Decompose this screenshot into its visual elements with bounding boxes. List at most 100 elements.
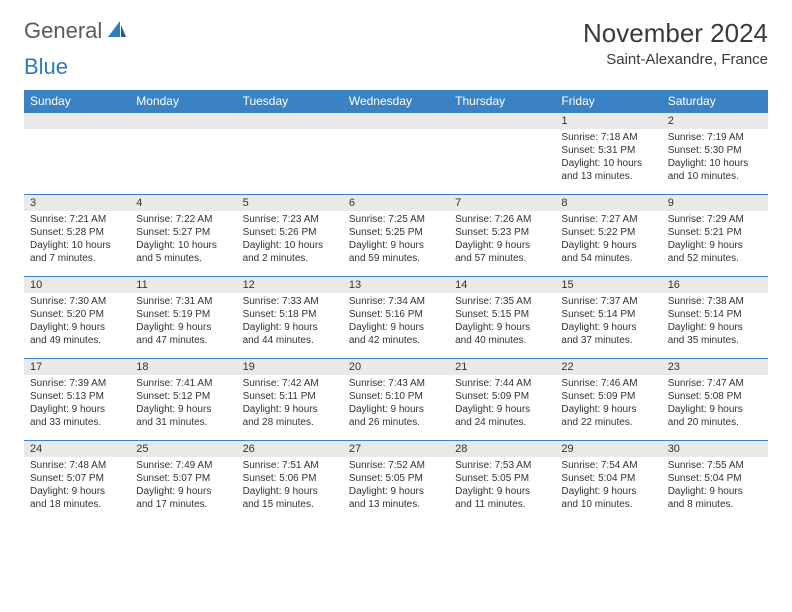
day-details: Sunrise: 7:22 AMSunset: 5:27 PMDaylight:…: [130, 211, 236, 269]
day-details: Sunrise: 7:49 AMSunset: 5:07 PMDaylight:…: [130, 457, 236, 515]
weekday-header: Sunday: [24, 90, 130, 113]
calendar-day-cell: 27Sunrise: 7:52 AMSunset: 5:05 PMDayligh…: [343, 441, 449, 523]
day-number: 1: [555, 113, 661, 129]
day-number: 6: [343, 195, 449, 211]
calendar-day-cell: [130, 113, 236, 195]
weekday-header-row: Sunday Monday Tuesday Wednesday Thursday…: [24, 90, 768, 113]
calendar-day-cell: 4Sunrise: 7:22 AMSunset: 5:27 PMDaylight…: [130, 195, 236, 277]
calendar-day-cell: 17Sunrise: 7:39 AMSunset: 5:13 PMDayligh…: [24, 359, 130, 441]
day-details: Sunrise: 7:37 AMSunset: 5:14 PMDaylight:…: [555, 293, 661, 351]
day-details: Sunrise: 7:42 AMSunset: 5:11 PMDaylight:…: [237, 375, 343, 433]
day-number: 14: [449, 277, 555, 293]
day-number: 28: [449, 441, 555, 457]
logo-text-general: General: [24, 18, 102, 44]
day-details: Sunrise: 7:44 AMSunset: 5:09 PMDaylight:…: [449, 375, 555, 433]
day-number: 15: [555, 277, 661, 293]
calendar-day-cell: 23Sunrise: 7:47 AMSunset: 5:08 PMDayligh…: [662, 359, 768, 441]
day-details: Sunrise: 7:23 AMSunset: 5:26 PMDaylight:…: [237, 211, 343, 269]
day-details: Sunrise: 7:43 AMSunset: 5:10 PMDaylight:…: [343, 375, 449, 433]
calendar-day-cell: 24Sunrise: 7:48 AMSunset: 5:07 PMDayligh…: [24, 441, 130, 523]
calendar-day-cell: 13Sunrise: 7:34 AMSunset: 5:16 PMDayligh…: [343, 277, 449, 359]
day-details: Sunrise: 7:52 AMSunset: 5:05 PMDaylight:…: [343, 457, 449, 515]
calendar-week-row: 1Sunrise: 7:18 AMSunset: 5:31 PMDaylight…: [24, 113, 768, 195]
day-details: Sunrise: 7:33 AMSunset: 5:18 PMDaylight:…: [237, 293, 343, 351]
calendar-day-cell: [237, 113, 343, 195]
location-text: Saint-Alexandre, France: [583, 51, 768, 68]
day-details: Sunrise: 7:41 AMSunset: 5:12 PMDaylight:…: [130, 375, 236, 433]
calendar-day-cell: 8Sunrise: 7:27 AMSunset: 5:22 PMDaylight…: [555, 195, 661, 277]
day-details: Sunrise: 7:30 AMSunset: 5:20 PMDaylight:…: [24, 293, 130, 351]
calendar-day-cell: 18Sunrise: 7:41 AMSunset: 5:12 PMDayligh…: [130, 359, 236, 441]
calendar-day-cell: 11Sunrise: 7:31 AMSunset: 5:19 PMDayligh…: [130, 277, 236, 359]
weekday-header: Tuesday: [237, 90, 343, 113]
day-details: Sunrise: 7:21 AMSunset: 5:28 PMDaylight:…: [24, 211, 130, 269]
calendar-day-cell: 7Sunrise: 7:26 AMSunset: 5:23 PMDaylight…: [449, 195, 555, 277]
title-block: November 2024 Saint-Alexandre, France: [583, 18, 768, 68]
calendar-day-cell: 10Sunrise: 7:30 AMSunset: 5:20 PMDayligh…: [24, 277, 130, 359]
calendar-day-cell: 30Sunrise: 7:55 AMSunset: 5:04 PMDayligh…: [662, 441, 768, 523]
day-details: Sunrise: 7:35 AMSunset: 5:15 PMDaylight:…: [449, 293, 555, 351]
day-number: 25: [130, 441, 236, 457]
day-number: 27: [343, 441, 449, 457]
day-number: 12: [237, 277, 343, 293]
calendar-day-cell: 5Sunrise: 7:23 AMSunset: 5:26 PMDaylight…: [237, 195, 343, 277]
calendar-body: 1Sunrise: 7:18 AMSunset: 5:31 PMDaylight…: [24, 113, 768, 523]
day-details: Sunrise: 7:55 AMSunset: 5:04 PMDaylight:…: [662, 457, 768, 515]
calendar-week-row: 10Sunrise: 7:30 AMSunset: 5:20 PMDayligh…: [24, 277, 768, 359]
calendar-table: Sunday Monday Tuesday Wednesday Thursday…: [24, 90, 768, 523]
calendar-day-cell: 9Sunrise: 7:29 AMSunset: 5:21 PMDaylight…: [662, 195, 768, 277]
day-number: 24: [24, 441, 130, 457]
day-number: 29: [555, 441, 661, 457]
day-details: Sunrise: 7:18 AMSunset: 5:31 PMDaylight:…: [555, 129, 661, 187]
day-number: 21: [449, 359, 555, 375]
calendar-day-cell: 16Sunrise: 7:38 AMSunset: 5:14 PMDayligh…: [662, 277, 768, 359]
day-details: Sunrise: 7:54 AMSunset: 5:04 PMDaylight:…: [555, 457, 661, 515]
calendar-day-cell: 28Sunrise: 7:53 AMSunset: 5:05 PMDayligh…: [449, 441, 555, 523]
calendar-day-cell: 14Sunrise: 7:35 AMSunset: 5:15 PMDayligh…: [449, 277, 555, 359]
day-number: 13: [343, 277, 449, 293]
weekday-header: Friday: [555, 90, 661, 113]
day-number: 19: [237, 359, 343, 375]
day-number: 22: [555, 359, 661, 375]
day-number: 5: [237, 195, 343, 211]
day-number: 18: [130, 359, 236, 375]
month-title: November 2024: [583, 18, 768, 49]
calendar-week-row: 24Sunrise: 7:48 AMSunset: 5:07 PMDayligh…: [24, 441, 768, 523]
day-details: Sunrise: 7:38 AMSunset: 5:14 PMDaylight:…: [662, 293, 768, 351]
calendar-day-cell: 19Sunrise: 7:42 AMSunset: 5:11 PMDayligh…: [237, 359, 343, 441]
calendar-week-row: 3Sunrise: 7:21 AMSunset: 5:28 PMDaylight…: [24, 195, 768, 277]
weekday-header: Saturday: [662, 90, 768, 113]
calendar-day-cell: 2Sunrise: 7:19 AMSunset: 5:30 PMDaylight…: [662, 113, 768, 195]
day-details: Sunrise: 7:51 AMSunset: 5:06 PMDaylight:…: [237, 457, 343, 515]
day-number: 8: [555, 195, 661, 211]
weekday-header: Wednesday: [343, 90, 449, 113]
day-details: Sunrise: 7:31 AMSunset: 5:19 PMDaylight:…: [130, 293, 236, 351]
day-details: Sunrise: 7:39 AMSunset: 5:13 PMDaylight:…: [24, 375, 130, 433]
calendar-day-cell: 3Sunrise: 7:21 AMSunset: 5:28 PMDaylight…: [24, 195, 130, 277]
calendar-day-cell: 29Sunrise: 7:54 AMSunset: 5:04 PMDayligh…: [555, 441, 661, 523]
calendar-day-cell: 26Sunrise: 7:51 AMSunset: 5:06 PMDayligh…: [237, 441, 343, 523]
day-details: Sunrise: 7:29 AMSunset: 5:21 PMDaylight:…: [662, 211, 768, 269]
day-number: 3: [24, 195, 130, 211]
day-number: 20: [343, 359, 449, 375]
day-number: 7: [449, 195, 555, 211]
day-number: 17: [24, 359, 130, 375]
calendar-day-cell: [24, 113, 130, 195]
day-number: 10: [24, 277, 130, 293]
calendar-day-cell: 1Sunrise: 7:18 AMSunset: 5:31 PMDaylight…: [555, 113, 661, 195]
day-details: Sunrise: 7:34 AMSunset: 5:16 PMDaylight:…: [343, 293, 449, 351]
day-number: 26: [237, 441, 343, 457]
calendar-day-cell: [343, 113, 449, 195]
weekday-header: Thursday: [449, 90, 555, 113]
day-number: 23: [662, 359, 768, 375]
calendar-day-cell: 6Sunrise: 7:25 AMSunset: 5:25 PMDaylight…: [343, 195, 449, 277]
calendar-week-row: 17Sunrise: 7:39 AMSunset: 5:13 PMDayligh…: [24, 359, 768, 441]
calendar-day-cell: 21Sunrise: 7:44 AMSunset: 5:09 PMDayligh…: [449, 359, 555, 441]
calendar-day-cell: 12Sunrise: 7:33 AMSunset: 5:18 PMDayligh…: [237, 277, 343, 359]
calendar-day-cell: 20Sunrise: 7:43 AMSunset: 5:10 PMDayligh…: [343, 359, 449, 441]
day-number: 2: [662, 113, 768, 129]
day-details: Sunrise: 7:48 AMSunset: 5:07 PMDaylight:…: [24, 457, 130, 515]
logo-text-blue: Blue: [24, 54, 68, 79]
day-number: 9: [662, 195, 768, 211]
day-number: 30: [662, 441, 768, 457]
